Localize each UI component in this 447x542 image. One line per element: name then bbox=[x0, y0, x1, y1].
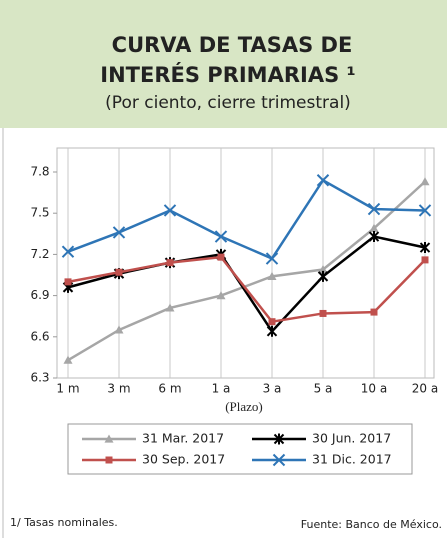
marker bbox=[61, 245, 75, 258]
marker bbox=[104, 434, 114, 443]
y-tick-label: 7.5 bbox=[30, 206, 49, 220]
legend-label: 31 Mar. 2017 bbox=[142, 431, 224, 446]
marker bbox=[266, 325, 278, 337]
marker bbox=[272, 453, 286, 467]
marker bbox=[115, 268, 123, 276]
header-background bbox=[0, 0, 447, 128]
marker bbox=[63, 355, 73, 364]
marker bbox=[217, 253, 225, 261]
marker bbox=[420, 177, 430, 186]
marker bbox=[367, 202, 381, 216]
x-tick-label: 1 m bbox=[56, 382, 79, 396]
series-line bbox=[67, 180, 426, 362]
marker bbox=[368, 231, 380, 243]
marker bbox=[64, 278, 72, 286]
marker bbox=[419, 242, 431, 254]
marker bbox=[273, 433, 285, 445]
marker bbox=[112, 226, 126, 239]
marker bbox=[105, 456, 113, 464]
marker bbox=[421, 256, 429, 264]
y-tick-label: 6.3 bbox=[30, 371, 49, 385]
x-tick-label: 3 m bbox=[107, 382, 130, 396]
marker bbox=[317, 270, 329, 282]
legend-label: 31 Dic. 2017 bbox=[312, 452, 392, 467]
legend-label: 30 Jun. 2017 bbox=[312, 431, 391, 446]
y-tick-label: 7.8 bbox=[30, 165, 49, 179]
x-axis-label: (Plazo) bbox=[225, 399, 263, 414]
chart-title: INTERÉS PRIMARIAS ¹ bbox=[100, 62, 355, 87]
chart-title: CURVA DE TASAS DE bbox=[112, 33, 353, 57]
x-tick-label: 10 a bbox=[361, 382, 387, 396]
marker bbox=[163, 204, 177, 217]
plot-frame bbox=[56, 147, 435, 379]
series-line bbox=[67, 178, 426, 261]
marker bbox=[165, 303, 175, 312]
marker bbox=[265, 252, 279, 265]
marker bbox=[214, 230, 228, 243]
marker bbox=[216, 291, 226, 300]
marker bbox=[318, 265, 328, 274]
marker bbox=[166, 259, 174, 267]
x-tick-label: 20 a bbox=[412, 382, 438, 396]
y-tick-label: 7.2 bbox=[30, 247, 49, 261]
marker bbox=[114, 325, 124, 334]
marker bbox=[316, 174, 330, 187]
legend-label: 30 Sep. 2017 bbox=[142, 452, 225, 467]
y-tick-label: 6.6 bbox=[30, 329, 49, 343]
legend bbox=[67, 423, 413, 475]
series-line bbox=[67, 255, 426, 324]
marker bbox=[370, 308, 378, 316]
chart-subtitle: (Por ciento, cierre trimestral) bbox=[105, 93, 351, 113]
x-tick-label: 6 m bbox=[158, 382, 181, 396]
series-line bbox=[67, 235, 426, 334]
note: 1/ Tasas nominales. bbox=[10, 516, 118, 529]
marker bbox=[268, 318, 276, 326]
x-tick-label: 1 a bbox=[212, 382, 231, 396]
x-tick-label: 3 a bbox=[263, 382, 282, 396]
source: Fuente: Banco de México. bbox=[301, 518, 442, 531]
marker bbox=[369, 223, 379, 232]
marker bbox=[418, 204, 432, 217]
y-tick-label: 6.9 bbox=[30, 288, 49, 302]
marker bbox=[319, 309, 327, 317]
marker bbox=[267, 271, 277, 280]
x-tick-label: 5 a bbox=[314, 382, 333, 396]
